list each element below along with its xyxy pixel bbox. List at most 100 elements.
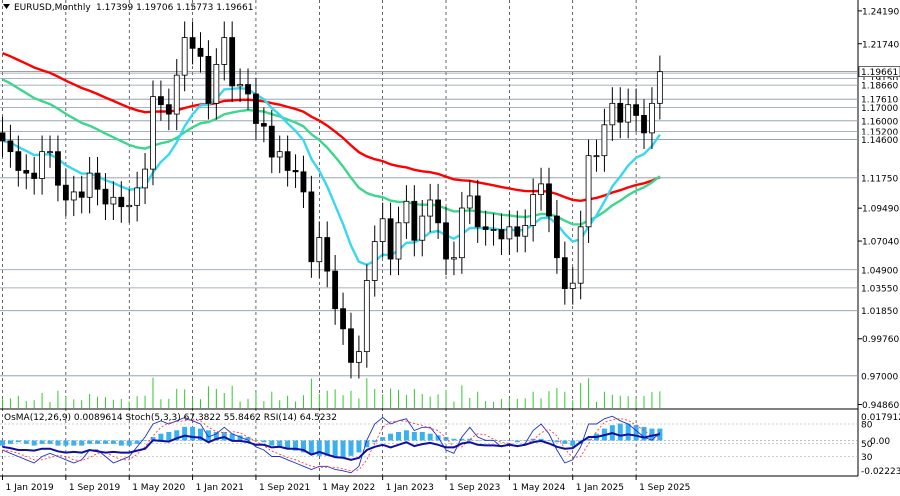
candle-body <box>213 64 220 104</box>
osma-bar <box>126 440 132 446</box>
osma-bar <box>451 438 457 441</box>
osma-bar <box>649 428 655 441</box>
y-tick-label: 1.21740 <box>862 40 899 50</box>
candle-body <box>62 184 69 201</box>
dropdown-arrow-icon[interactable] <box>3 4 10 9</box>
osma-bar <box>356 440 362 453</box>
horizontal-levels <box>0 71 858 377</box>
candle-body <box>157 96 164 106</box>
candle-body <box>625 104 632 123</box>
candle-body <box>427 199 434 217</box>
osma-bar <box>31 440 37 446</box>
osma-bar <box>498 440 504 441</box>
osma-bar <box>324 440 330 456</box>
x-tick-label: 1 Sep 2025 <box>639 483 690 493</box>
candlesticks <box>0 21 663 379</box>
candle-body <box>490 229 497 231</box>
candle-body <box>387 218 394 260</box>
osma-bar <box>388 433 394 441</box>
candle-body <box>292 170 299 173</box>
candle-body <box>165 104 172 115</box>
y-tick-label: 0.99760 <box>862 335 899 345</box>
candle-body <box>561 257 568 289</box>
candle-body <box>260 123 267 127</box>
level-label: 1.01850 <box>861 307 898 317</box>
osma-bar <box>443 437 449 441</box>
candle-body <box>522 225 529 237</box>
ma-cyan-line <box>2 86 661 266</box>
candle-body <box>474 195 481 228</box>
osma-bar <box>63 440 69 446</box>
x-tick-label: 1 Jan 2019 <box>6 483 54 493</box>
osma-bar <box>190 426 196 441</box>
current-price-box <box>858 66 900 77</box>
level-label: 1.11750 <box>861 174 898 184</box>
oscillator-panel <box>0 415 858 474</box>
osma-bar <box>269 440 275 446</box>
candle-body <box>94 172 101 190</box>
osma-bar <box>95 440 101 444</box>
level-label-bg <box>859 264 900 275</box>
level-label: 1.17000 <box>861 104 898 114</box>
osma-bar <box>71 440 77 446</box>
x-tick-label: 1 Sep 2019 <box>69 483 121 493</box>
candle-body <box>142 168 148 189</box>
osma-bar <box>39 440 45 444</box>
candle-body <box>47 151 53 154</box>
osma-bar <box>102 440 108 444</box>
candle-body <box>451 257 457 260</box>
candle-body <box>482 226 489 230</box>
candle-body <box>126 204 133 208</box>
osma-bar <box>427 433 433 441</box>
level-label-bg <box>859 80 900 91</box>
level-label-bg <box>859 134 900 145</box>
candle-body <box>23 170 30 174</box>
osma-bar <box>300 440 306 453</box>
level-label: 1.19150 <box>861 75 898 85</box>
candle-body <box>189 37 196 49</box>
candle-body <box>181 37 188 76</box>
candle-body <box>15 151 22 171</box>
stoch-main-line <box>2 415 661 474</box>
osma-bar <box>0 440 5 446</box>
level-label: 1.17610 <box>861 96 898 106</box>
osma-bar <box>134 440 140 444</box>
candle-body <box>102 188 109 205</box>
osma-bar <box>308 440 314 455</box>
candle-body <box>78 191 85 198</box>
osma-bar <box>15 440 21 443</box>
price-axis: 1.195511.191501.186601.176101.170001.160… <box>858 7 900 477</box>
osma-bar <box>538 438 544 441</box>
candle-body <box>348 328 354 363</box>
candle-body <box>656 71 663 104</box>
x-tick-label: 1 Jan 2023 <box>386 483 434 493</box>
candle-body <box>530 194 537 226</box>
candle-body <box>601 124 608 157</box>
candle-body <box>403 200 410 224</box>
osma-bar <box>435 435 441 441</box>
osma-bar <box>625 423 631 441</box>
osma-bar <box>617 423 623 441</box>
osma-bar <box>396 432 401 441</box>
osma-bar <box>316 440 322 456</box>
osma-bar <box>562 440 568 444</box>
candle-body <box>395 222 402 260</box>
candle-body <box>554 215 560 259</box>
osma-bar <box>205 430 211 441</box>
candle-body <box>649 102 655 134</box>
candle-body <box>110 196 117 205</box>
candle-body <box>458 207 465 259</box>
sub-level-label: 50 <box>861 440 873 450</box>
level-label-bg <box>859 94 900 105</box>
osma-bar <box>633 425 639 441</box>
candle-body <box>173 74 180 115</box>
sub-scale-zero: 0.00 <box>870 437 890 447</box>
osma-bar <box>364 440 370 448</box>
candle-body <box>268 125 275 158</box>
candle-body <box>70 191 77 201</box>
sub-level-label: 80 <box>861 421 873 431</box>
osma-bar <box>546 440 552 441</box>
stoch-signal-line <box>2 418 660 472</box>
